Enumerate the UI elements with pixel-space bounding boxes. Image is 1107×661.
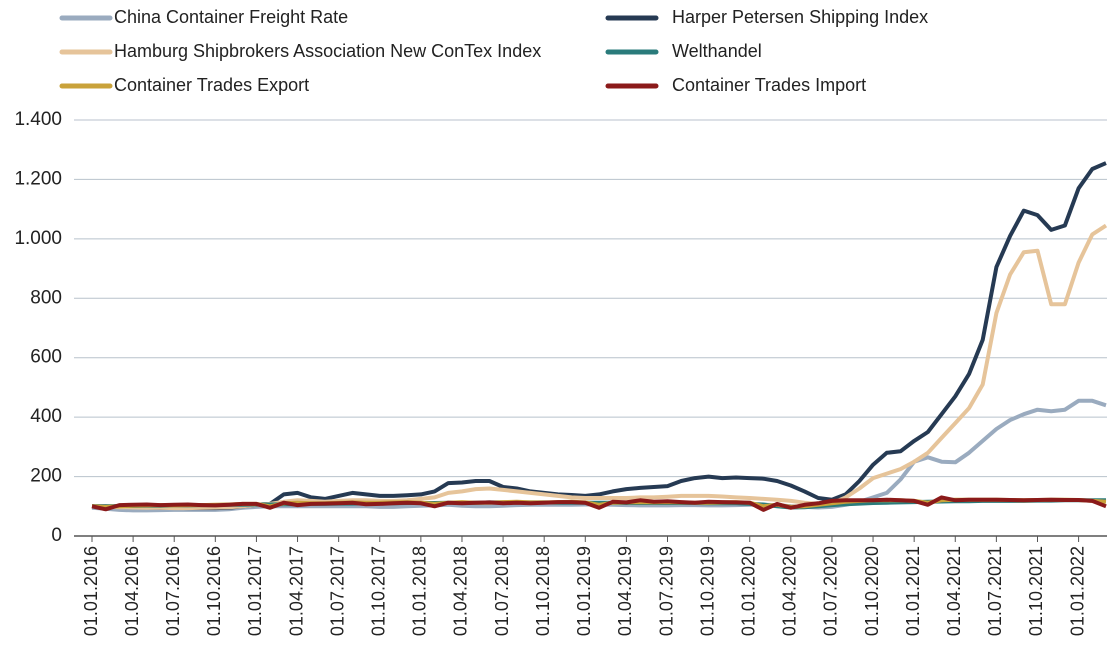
y-tick-label: 400 xyxy=(30,406,62,427)
x-tick-label: 01.04.2021 xyxy=(944,546,964,636)
legend-label: Welthandel xyxy=(672,41,762,61)
x-tick-label: 01.10.2020 xyxy=(862,546,882,636)
legend-label: Container Trades Export xyxy=(114,75,309,95)
x-tick-label: 01.01.2016 xyxy=(81,546,101,636)
x-tick-label: 01.01.2021 xyxy=(903,546,923,636)
legend-label: China Container Freight Rate xyxy=(114,7,348,27)
x-tick-label: 01.07.2021 xyxy=(985,546,1005,636)
legend-label: Harper Petersen Shipping Index xyxy=(672,7,928,27)
y-tick-label: 1.400 xyxy=(14,109,62,130)
x-tick-label: 01.10.2021 xyxy=(1026,546,1046,636)
y-tick-label: 200 xyxy=(30,466,62,487)
x-tick-label: 01.10.2019 xyxy=(697,546,717,636)
legend-label: Hamburg Shipbrokers Association New ConT… xyxy=(114,41,541,61)
x-tick-label: 01.04.2016 xyxy=(122,546,142,636)
x-tick-label: 01.07.2019 xyxy=(656,546,676,636)
series-line xyxy=(92,161,1107,511)
x-tick-label: 01.01.2018 xyxy=(410,546,430,636)
x-tick-label: 01.07.2018 xyxy=(492,546,512,636)
x-tick-label: 01.04.2017 xyxy=(286,546,306,636)
y-tick-label: 600 xyxy=(30,347,62,368)
x-tick-label: 01.01.2017 xyxy=(245,546,265,636)
x-tick-label: 01.04.2018 xyxy=(451,546,471,636)
x-tick-label: 01.10.2018 xyxy=(533,546,553,636)
x-tick-label: 01.07.2017 xyxy=(327,546,347,636)
x-tick-label: 01.01.2019 xyxy=(574,546,594,636)
x-tick-label: 01.07.2016 xyxy=(163,546,183,636)
x-tick-label: 01.07.2020 xyxy=(821,546,841,636)
y-tick-label: 800 xyxy=(30,287,62,308)
series-line xyxy=(91,223,1107,511)
x-tick-label: 01.04.2020 xyxy=(780,546,800,636)
x-tick-label: 01.01.2022 xyxy=(1067,546,1087,636)
y-tick-label: 0 xyxy=(51,525,62,546)
x-tick-label: 01.10.2017 xyxy=(369,546,389,636)
x-tick-label: 01.04.2019 xyxy=(615,546,635,636)
x-tick-label: 01.10.2016 xyxy=(204,546,224,636)
x-tick-label: 01.01.2020 xyxy=(738,546,758,636)
y-tick-label: 1.200 xyxy=(14,168,62,189)
legend-label: Container Trades Import xyxy=(672,75,866,95)
y-tick-label: 1.000 xyxy=(14,228,62,249)
series-line xyxy=(91,495,1107,512)
